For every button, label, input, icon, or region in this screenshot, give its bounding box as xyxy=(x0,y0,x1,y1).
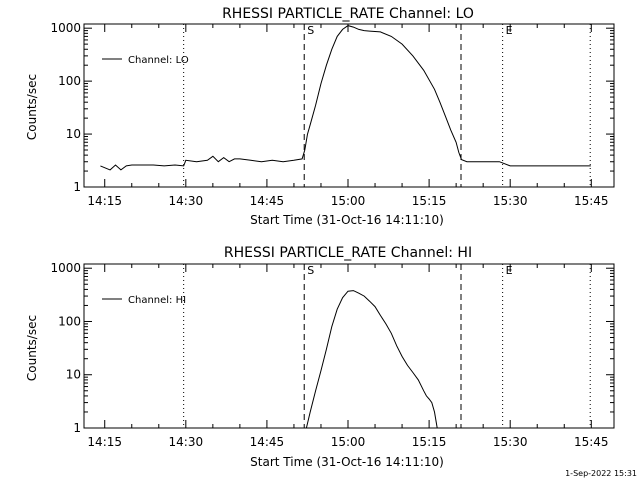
lo-x-tick-label-3: 15:00 xyxy=(331,194,366,208)
lo-plot-frame xyxy=(83,23,615,188)
hi-y-axis-label: Counts/sec xyxy=(25,315,39,381)
lo-legend-label: Channel: LO xyxy=(128,55,189,66)
lo-x-tick-label-1: 14:30 xyxy=(169,194,204,208)
hi-x-tick-label-0: 14:15 xyxy=(87,435,122,449)
generation-timestamp: 1-Sep-2022 15:31 xyxy=(565,469,637,478)
lo-y-tick-label-3: 1000 xyxy=(50,21,81,35)
hi-x-tick-label-1: 14:30 xyxy=(169,435,204,449)
hi-x-tick-label-2: 14:45 xyxy=(250,435,285,449)
lo-legend: Channel: LO xyxy=(102,55,189,66)
lo-x-axis-label: Start Time (31-Oct-16 14:11:10) xyxy=(250,213,444,227)
lo-x-tick-label-0: 14:15 xyxy=(87,194,122,208)
hi-plot-frame xyxy=(83,263,615,429)
lo-end-marker-label: E xyxy=(506,24,513,37)
hi-x-tick-label-4: 15:15 xyxy=(412,435,447,449)
hi-legend-label: Channel: HI xyxy=(128,295,186,306)
hi-start-marker-label: S xyxy=(307,264,314,277)
lo-rate-series-line xyxy=(100,25,591,171)
lo-x-tick-label-4: 15:15 xyxy=(412,194,447,208)
hi-x-axis-label: Start Time (31-Oct-16 14:11:10) xyxy=(250,455,444,469)
hi-y-tick-label-0: 1 xyxy=(73,421,81,435)
hi-x-tick-label-3: 15:00 xyxy=(331,435,366,449)
hi-end-marker-label: E xyxy=(506,264,513,277)
lo-x-tick-label-5: 15:30 xyxy=(493,194,528,208)
hi-rate-series-line xyxy=(305,290,438,429)
hi-y-tick-label-1: 10 xyxy=(66,368,81,382)
lo-y-tick-label-0: 1 xyxy=(73,180,81,194)
hi-x-tick-label-6: 15:45 xyxy=(574,435,609,449)
lo-x-tick-label-6: 15:45 xyxy=(574,194,609,208)
lo-y-axis-label: Counts/sec xyxy=(25,74,39,140)
hi-y-tick-label-3: 1000 xyxy=(50,261,81,275)
hi-y-tick-label-2: 100 xyxy=(58,314,81,328)
hi-x-axis: 14:15 14:30 14:45 15:00 15:15 15:30 15:45 xyxy=(87,264,609,449)
hi-x-tick-label-5: 15:30 xyxy=(493,435,528,449)
hi-chart-title: RHESSI PARTICLE_RATE Channel: HI xyxy=(224,245,472,261)
lo-chart-title: RHESSI PARTICLE_RATE Channel: LO xyxy=(222,6,474,22)
hi-legend: Channel: HI xyxy=(102,295,186,306)
lo-y-axis: 1 10 100 1000 xyxy=(50,21,614,194)
lo-y-tick-label-1: 10 xyxy=(66,127,81,141)
hi-y-axis: 1 10 100 1000 xyxy=(50,261,614,435)
lo-start-marker-label: S xyxy=(307,24,314,37)
lo-x-tick-label-2: 14:45 xyxy=(250,194,285,208)
lo-y-tick-label-2: 100 xyxy=(58,74,81,88)
lo-x-axis: 14:15 14:30 14:45 15:00 15:15 15:30 15:45 xyxy=(87,24,609,208)
